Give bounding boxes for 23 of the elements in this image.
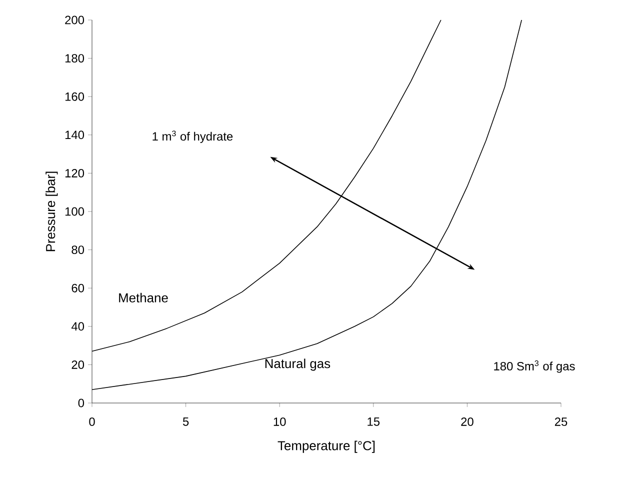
series-label: Methane <box>119 292 168 302</box>
y-tick-label: 120 <box>65 168 84 178</box>
y-tick-label: 180 <box>65 54 84 63</box>
annotation: 1 m$^{3}$ of hydrate <box>152 130 233 144</box>
y-tick-label: 20 <box>72 360 84 369</box>
y-tick-label: 160 <box>65 92 84 101</box>
annotation: 180 Sm$^{3}$ of gas <box>494 360 575 373</box>
x-tick-label: 5 <box>182 417 189 426</box>
y-tick-label: 0 <box>78 398 84 408</box>
x-tick-label: 10 <box>274 417 286 426</box>
y-tick-label: 100 <box>65 207 84 216</box>
series-label: Natural gas <box>265 358 330 371</box>
y-axis-title: Pressure [bar] <box>46 172 58 252</box>
x-tick-label: 20 <box>461 417 474 426</box>
x-axis-title: Temperature [°C] <box>278 440 375 453</box>
x-tick-label: 15 <box>368 417 380 426</box>
y-tick-label: 80 <box>72 246 84 254</box>
y-tick-label: 40 <box>71 322 84 331</box>
y-tick-label: 200 <box>65 16 84 24</box>
x-tick-label: 0 <box>89 417 95 426</box>
x-tick-label: 25 <box>554 417 568 426</box>
y-tick-label: 140 <box>65 130 84 140</box>
y-tick-label: 60 <box>72 284 84 292</box>
